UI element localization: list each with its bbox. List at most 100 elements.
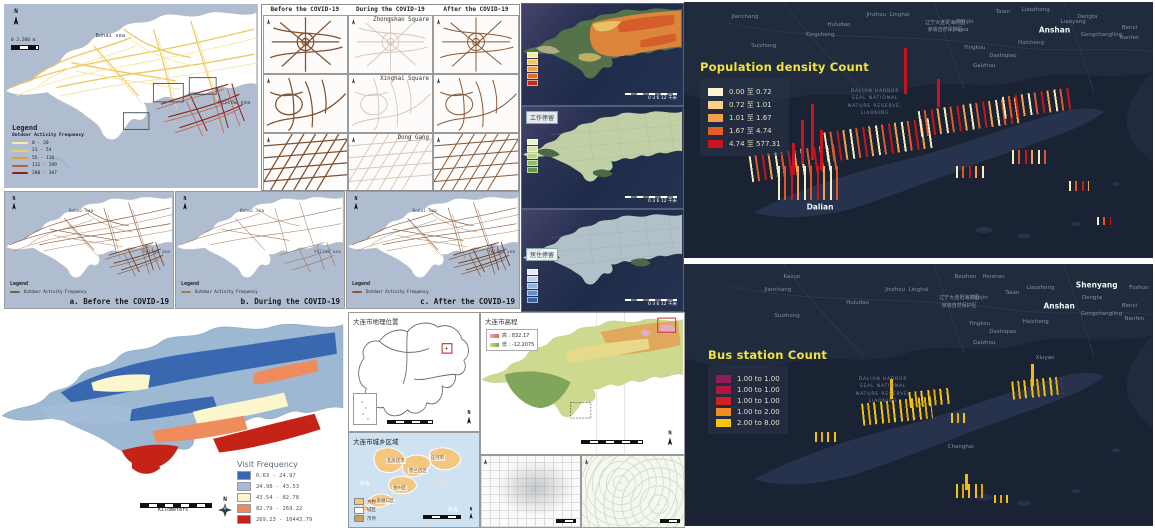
legend-color-swatch (354, 515, 364, 522)
legend-item-label: 1.01 至 1.67 (729, 114, 772, 122)
legend-item: 0.72 至 1.01 (708, 100, 781, 110)
reserve-label-cn: 辽宁大连斑海豹国家级自然保护区 (939, 295, 980, 309)
legend-item-label: 269.23 - 10443.79 (256, 516, 313, 523)
city-label: Gongchangling (1080, 32, 1123, 39)
map-cell-xinghai-before (263, 74, 348, 133)
grid-column-header: During the COVID-19 (356, 6, 425, 13)
legend-item-label: 市界 (367, 516, 376, 522)
legend-color-swatch (12, 142, 28, 144)
ramp-swatch (527, 282, 538, 289)
density-spike (937, 78, 941, 107)
population-density-map: Population density Count 0.00 至 0.72 0.7… (684, 2, 1153, 258)
scale-text: Kilometers (158, 507, 189, 513)
legend-item: 55 - 110 (12, 156, 84, 161)
legend-item: 21 - 54 (12, 148, 84, 153)
activity-legend: Legend Outdoor Activity Frequency 0 - 20… (12, 124, 84, 176)
legend-item-label: 21 - 54 (32, 148, 52, 153)
map-caption: c. After the COVID-19 (420, 297, 515, 306)
bar-cluster (993, 494, 1010, 503)
reserve-label: DALIAN HARBOR SEAL NATIONAL NATURE RESER… (847, 89, 903, 117)
map-cell-zhongshan-before (263, 15, 348, 74)
north-arrow-icon: N (666, 430, 673, 447)
density-spike (820, 130, 823, 170)
city-label: Haicheng (1022, 318, 1049, 325)
legend-item-label: 4.74 至 577.31 (729, 140, 781, 148)
legend-item: 城区 (354, 506, 376, 514)
elevation-low-label: 低 : -12.2075 (502, 342, 535, 348)
mini-legend: Legend Outdoor Activity Frequency (352, 281, 429, 294)
legend-color-swatch (12, 164, 28, 167)
street-detail-map (480, 455, 581, 528)
grid-column-header: Before the COVID-19 (270, 6, 340, 13)
legend-item: 4.74 至 577.31 (708, 139, 781, 149)
legend-item-label: 24.98 - 43.53 (256, 483, 300, 490)
bar-cluster (777, 165, 842, 200)
legend-color-swatch (12, 149, 28, 152)
bus-spike (965, 473, 969, 490)
sea-label-bohai: Bohai sea (239, 209, 265, 215)
city-label: Benxi (1121, 24, 1138, 31)
scale-text: 0 3 6 12 千米 (647, 199, 677, 204)
city-label: Liaoyang (1060, 19, 1086, 26)
north-arrow-icon: N (468, 507, 474, 521)
map-cell-zhongshan-after (433, 15, 519, 74)
north-arrow-icon: N (12, 9, 20, 27)
legend-item-label: 82.79 - 269.22 (256, 505, 303, 512)
bar-cluster (956, 484, 987, 499)
bus-spike (890, 379, 894, 400)
legend-items: 0 - 20 21 - 54 55 - 110 111 - 199 200 - … (12, 141, 84, 176)
home-legend-ramp (527, 268, 538, 303)
scale-bar (556, 519, 576, 523)
north-arrow-icon: N (182, 196, 188, 211)
sea-label-bohai: Bohai sea (95, 33, 126, 40)
terrain-detail-map (581, 455, 685, 528)
city-label: Dawa (952, 27, 969, 34)
legend-item: 269.23 - 10443.79 (237, 515, 312, 524)
city-label: Panjin (971, 295, 988, 302)
outdoor-activity-map: N 0 2,200 m Bohai sea Yellow sea Legend … (4, 4, 258, 188)
map-cell-xinghai-after (433, 74, 519, 133)
density-spike (801, 119, 805, 164)
legend-title: Legend (12, 124, 38, 132)
grid-column-header: After the COVID-19 (443, 6, 509, 13)
legend-item-label: 55 - 110 (32, 155, 55, 161)
city-label: Dalian (806, 202, 834, 212)
dalian-highlight-box (441, 343, 453, 354)
scale-text: 0 3 6 12 千米 (647, 302, 677, 307)
panel-title: Population density Count (700, 60, 869, 74)
legend-color-swatch (708, 114, 723, 122)
cell-caption: Xinghai Square (380, 76, 429, 82)
mini-legend: Legend Outdoor Activity Frequency (10, 281, 87, 294)
ramp-swatch (527, 139, 538, 146)
legend-item-label: 0.00 至 0.72 (729, 88, 772, 96)
legend-color-swatch (352, 290, 362, 293)
scale-bar (625, 196, 677, 198)
city-label: Linghai (908, 287, 929, 294)
legend-item: 1.01 至 1.67 (708, 113, 781, 123)
city-label: Nanfen (1119, 34, 1140, 41)
panel-title: Bus station Count (708, 348, 828, 362)
legend-item: 0 - 20 (12, 141, 84, 146)
city-label: Heishan (982, 274, 1005, 281)
scale-bar (625, 93, 677, 95)
city-label: Huludao (827, 22, 851, 29)
city-label: Jinzhou (866, 11, 887, 18)
ramp-swatch (527, 153, 538, 160)
ramp-swatch (527, 73, 538, 80)
inset-box-dashed (570, 402, 592, 419)
legend-item-label: 2.00 to 8.00 (737, 419, 780, 427)
city-label: Panjin (957, 19, 974, 26)
legend-item-label: Outdoor Activity Frequency (366, 289, 429, 294)
city-label: Suizhong (774, 313, 800, 320)
legend-item-label: 城区 (367, 508, 376, 513)
inset-box-red (657, 317, 677, 333)
city-label: Gaizhou (972, 339, 996, 346)
cell-caption: Zhongshan Square (373, 17, 429, 23)
ramp-swatch (527, 167, 538, 174)
map-after-covid: N Bohai sea Yellow sea Legend Outdoor Ac… (346, 191, 520, 309)
map-label: 居住停留 (526, 248, 559, 262)
cell-caption: Dong Gang (397, 135, 429, 141)
bus-legend: 1.00 to 1.00 1.00 to 1.00 1.00 to 1.00 1… (708, 366, 788, 434)
sea-label-yellow: Yellow sea (217, 99, 251, 106)
mini-legend: Legend Outdoor Activity Frequency (181, 281, 258, 294)
